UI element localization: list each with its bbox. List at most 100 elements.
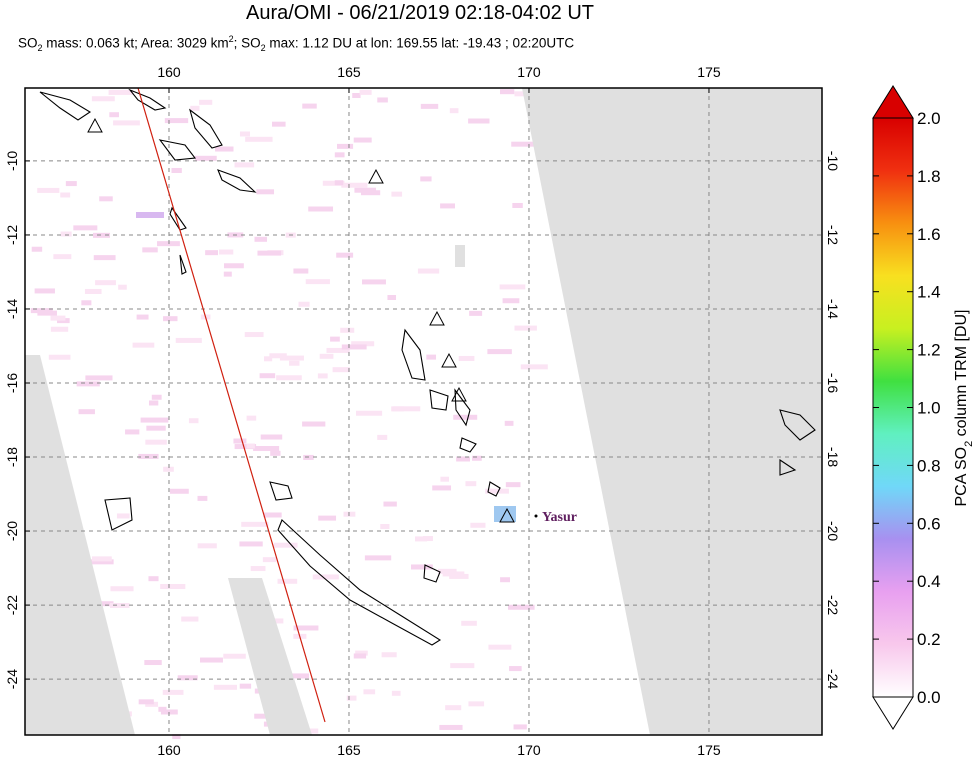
so2-speckle-pixel xyxy=(511,141,536,147)
so2-speckle-pixel xyxy=(420,176,432,182)
so2-speckle-pixel xyxy=(359,89,372,95)
so2-speckle-pixel xyxy=(326,347,350,353)
so2-speckle-pixel xyxy=(250,566,266,572)
so2-speckle-pixel xyxy=(273,542,298,548)
so2-speckle-pixel xyxy=(432,485,452,491)
coastline xyxy=(128,88,167,111)
so2-speckle-pixel xyxy=(245,136,273,142)
y-tick-label: -22 xyxy=(4,595,20,615)
so2-speckle-pixel xyxy=(337,143,354,149)
so2-speckle-pixel xyxy=(499,284,526,290)
coastline xyxy=(423,564,441,583)
subtitle-part: ; SO xyxy=(233,35,261,51)
y-tick-label: -14 xyxy=(825,299,841,319)
so2-speckle-pixel xyxy=(336,252,354,258)
y-tick-label: -18 xyxy=(4,447,20,467)
so2-speckle-pixel xyxy=(260,434,283,440)
so2-speckle-pixel xyxy=(422,536,433,542)
so2-speckle-pixel xyxy=(132,342,155,348)
colorbar-tick-label: 1.4 xyxy=(917,283,941,302)
so2-speckle-pixel xyxy=(487,349,512,355)
so2-speckle-pixel xyxy=(449,108,459,114)
y-tick-label: -20 xyxy=(825,521,841,541)
so2-speckle-pixel xyxy=(276,375,302,381)
so2-speckle-pixel xyxy=(415,536,428,542)
so2-speckle-pixel xyxy=(469,310,483,316)
subtitle-part: max: 1.12 DU at lon: 169.55 lat: -19.43 … xyxy=(265,35,575,51)
subtitle: SO2 mass: 0.063 kt; Area: 3029 km2; SO2 … xyxy=(18,34,574,53)
colorbar-tick-label: 1.0 xyxy=(917,399,941,418)
coastline xyxy=(401,328,426,381)
so2-speckle-pixel xyxy=(163,466,174,472)
so2-speckle-pixel xyxy=(362,279,386,285)
so2-speckle-pixel xyxy=(60,231,72,237)
so2-speckle-pixel xyxy=(353,137,372,143)
grid xyxy=(25,88,822,735)
colorbar-tick-label: 0.6 xyxy=(917,514,941,533)
colorbar-extend-min xyxy=(872,696,914,730)
so2-speckle-pixel xyxy=(30,308,53,314)
so2-speckle-pixel xyxy=(387,295,397,301)
coastline xyxy=(429,389,449,411)
so2-speckle-pixel xyxy=(341,344,367,350)
so2-speckle-pixel xyxy=(391,191,403,197)
coastline xyxy=(779,409,816,441)
so2-speckle-pixel xyxy=(215,146,234,152)
so2-speckle-pixel xyxy=(264,356,273,362)
subtitle-part: 2 xyxy=(37,43,43,54)
so2-speckle-pixel xyxy=(263,512,282,518)
so2-speckle-pixel xyxy=(319,353,334,359)
so2-speckle-pixel xyxy=(426,354,437,360)
coastline xyxy=(487,481,501,497)
so2-speckle-pixel xyxy=(85,375,113,381)
so2-speckle-pixel xyxy=(380,524,390,530)
so2-speckle-pixel xyxy=(502,298,520,304)
volcanoes xyxy=(87,117,538,523)
so2-speckle-pixel xyxy=(270,450,281,456)
so2-speckle-pixel xyxy=(356,410,383,416)
subtitle-part: 2 xyxy=(260,43,266,54)
so2-speckle-pixel xyxy=(514,91,525,97)
colorbar-label-part: PCA SO xyxy=(953,447,970,507)
so2-speckle-pixel xyxy=(125,429,140,435)
coastline xyxy=(39,91,92,121)
so2-speckle-pixel xyxy=(190,105,200,111)
so2-speckle-pixel xyxy=(239,131,251,137)
so2-speckle-pixel xyxy=(177,675,198,681)
so2-speckle-pixel xyxy=(438,568,457,574)
coastline xyxy=(269,481,293,501)
x-tick-label: 175 xyxy=(697,64,721,80)
so2-speckle-pixel xyxy=(194,155,217,161)
so2-speckle-pixel xyxy=(113,120,140,126)
x-tick-label: 170 xyxy=(517,64,541,80)
colorbar: 0.0 0.2 0.4 0.6 0.8 1.0 1.2 1.4 1.6 1.8 2.0 xyxy=(872,85,941,730)
volcano xyxy=(499,507,515,523)
map-background xyxy=(25,88,822,740)
so2-speckle-pixel xyxy=(461,620,477,626)
so2-speckle-pixel xyxy=(262,557,277,563)
volcano xyxy=(87,117,103,133)
so2-speckle-pixel xyxy=(148,576,159,582)
so2-speckle-pixel xyxy=(138,699,154,705)
y-tick-label: -16 xyxy=(4,373,20,393)
so2-speckle-pixel xyxy=(219,249,234,255)
y-tick-label: -12 xyxy=(825,225,841,245)
so2-speckle-pixel xyxy=(391,690,401,696)
so2-speckle-pixel xyxy=(439,724,463,730)
so2-speckle-pixel xyxy=(163,316,178,322)
so2-speckle-pixel xyxy=(109,112,119,118)
so2-speckle-pixel xyxy=(146,425,166,431)
y-tick-label: -20 xyxy=(4,521,20,541)
so2-speckle-pixel xyxy=(507,604,535,610)
coastline xyxy=(189,108,223,149)
so2-speckle-pixel xyxy=(200,657,223,663)
so2-speckle xyxy=(25,89,548,740)
so2-speckle-pixel xyxy=(162,689,184,695)
so2-speckle-pixel xyxy=(171,167,182,173)
so2-speckle-pixel xyxy=(145,439,167,445)
volcano xyxy=(451,386,467,402)
colorbar-label: PCA SO2 column TRM [DU] xyxy=(953,310,975,507)
subtitle-part: SO xyxy=(18,35,38,51)
so2-speckle-pixel xyxy=(158,706,167,712)
